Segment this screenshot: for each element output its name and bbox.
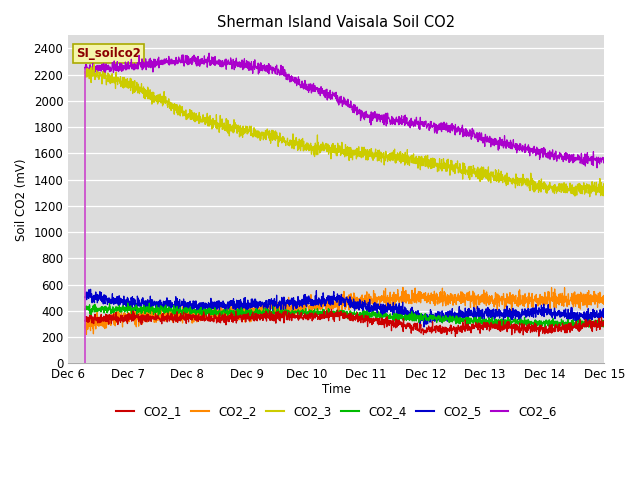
Text: SI_soilco2: SI_soilco2 xyxy=(76,47,141,60)
Legend: CO2_1, CO2_2, CO2_3, CO2_4, CO2_5, CO2_6: CO2_1, CO2_2, CO2_3, CO2_4, CO2_5, CO2_6 xyxy=(111,401,561,423)
X-axis label: Time: Time xyxy=(322,383,351,396)
Y-axis label: Soil CO2 (mV): Soil CO2 (mV) xyxy=(15,158,28,240)
Title: Sherman Island Vaisala Soil CO2: Sherman Island Vaisala Soil CO2 xyxy=(217,15,455,30)
